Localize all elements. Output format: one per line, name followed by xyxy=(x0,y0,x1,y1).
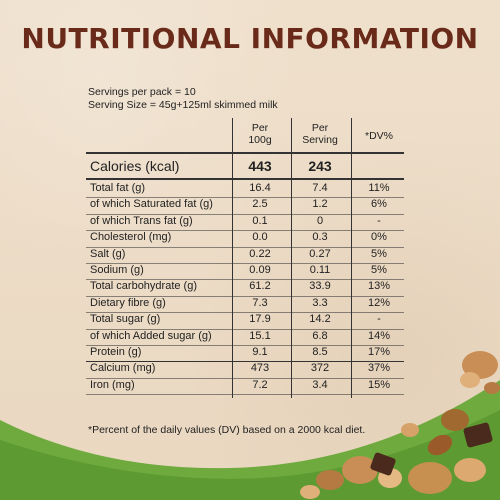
row-rule xyxy=(86,246,404,248)
row-rule xyxy=(86,394,404,396)
nutrient-label: of which Added sugar (g) xyxy=(90,329,212,342)
nutrient-dv: 0% xyxy=(371,231,387,244)
nutrient-label: Protein (g) xyxy=(90,346,142,358)
nutrient-dv: - xyxy=(377,214,381,227)
row-rule xyxy=(86,263,404,264)
nutrient-label: Dietary fibre (g) xyxy=(90,296,166,309)
nutrient-per-100g: 7.3 xyxy=(252,296,268,309)
nutrient-per-serving: 0.3 xyxy=(312,231,328,244)
nutrient-dv: 6% xyxy=(371,198,387,211)
row-rule xyxy=(86,197,404,199)
nutrient-per-serving: 0.27 xyxy=(309,247,331,260)
nutrient-dv: 13% xyxy=(367,280,391,293)
table-row: Salt (g) 0.22 0.27 5% xyxy=(86,248,404,264)
nutrient-per-100g: 61.2 xyxy=(249,280,271,293)
calories-per-100g: 443 xyxy=(248,158,272,174)
nutrient-per-serving: 33.9 xyxy=(309,280,331,293)
column-header-per-serving: Per Serving xyxy=(302,122,338,146)
nutrient-per-serving: 6.8 xyxy=(312,329,328,342)
nutrient-per-100g: 0.1 xyxy=(252,214,268,227)
nutrient-per-serving: 7.4 xyxy=(312,182,328,194)
nutrient-per-serving: 8.5 xyxy=(312,346,328,358)
nutrient-per-serving: 0.11 xyxy=(309,264,331,276)
nutrient-per-100g: 7.2 xyxy=(252,378,268,391)
row-rule xyxy=(86,345,404,346)
nutrient-label: Total sugar (g) xyxy=(90,313,161,326)
nutrient-per-serving: 3.3 xyxy=(312,296,328,309)
table-row: Dietary fibre (g) 7.3 3.3 12% xyxy=(86,297,404,313)
nutrient-label: of which Trans fat (g) xyxy=(90,214,193,227)
nutrient-label: Salt (g) xyxy=(90,247,126,260)
calories-row: Calories (kcal) 443 243 xyxy=(86,158,404,178)
column-header-per-100g: Per 100g xyxy=(248,122,272,146)
nutrient-dv: 5% xyxy=(371,264,387,276)
column-header-dv: *DV% xyxy=(364,130,393,142)
calories-per-serving: 243 xyxy=(308,158,332,174)
footnote: *Percent of the daily values (DV) based … xyxy=(88,424,366,436)
nutrient-label: Total fat (g) xyxy=(90,182,146,194)
row-rule xyxy=(86,295,404,297)
nutrient-per-100g: 15.1 xyxy=(249,329,271,342)
table-row: Iron (mg) 7.2 3.4 15% xyxy=(86,379,404,395)
nutrient-label: Iron (mg) xyxy=(90,378,135,391)
nutrient-dv: 15% xyxy=(367,378,391,391)
column-divider-1 xyxy=(232,118,233,398)
calories-label: Calories (kcal) xyxy=(90,158,180,174)
servings-per-pack: Servings per pack = 10 xyxy=(88,86,196,98)
row-rule xyxy=(86,377,404,379)
nutrient-label: of which Saturated fat (g) xyxy=(90,198,213,211)
nutrient-per-serving: 0 xyxy=(316,214,324,227)
nutrient-per-100g: 9.1 xyxy=(252,346,268,358)
nutrient-per-100g: 0.0 xyxy=(252,231,268,244)
serving-info: Servings per pack = 10 Serving Size = 45… xyxy=(88,86,278,112)
nutrient-per-100g: 473 xyxy=(250,362,270,375)
nutrient-per-serving: 1.2 xyxy=(312,198,328,211)
table-row: Total carbohydrate (g) 61.2 33.9 13% xyxy=(86,280,404,296)
table-top-rule xyxy=(86,152,404,154)
table-row: Sodium (g) 0.09 0.11 5% xyxy=(86,264,404,280)
nutrient-dv: 17% xyxy=(367,346,391,358)
nutrient-label: Calcium (mg) xyxy=(90,362,156,375)
nutrient-per-100g: 0.09 xyxy=(249,264,271,276)
nutrient-per-serving: 372 xyxy=(310,362,330,375)
nutrient-per-100g: 0.22 xyxy=(249,247,271,260)
page-title: NUTRITIONAL INFORMATION xyxy=(21,22,479,55)
nutrient-dv: 5% xyxy=(371,247,387,260)
nutrient-per-100g: 2.5 xyxy=(252,198,268,211)
nutrient-per-100g: 16.4 xyxy=(249,182,271,194)
nutrient-dv: 37% xyxy=(367,362,391,375)
serving-size: Serving Size = 45g+125ml skimmed milk xyxy=(88,99,278,111)
nutrient-dv: 11% xyxy=(368,182,390,194)
nutrient-per-serving: 14.2 xyxy=(309,313,331,326)
nutrient-label: Sodium (g) xyxy=(90,264,144,276)
table-row: of which Saturated fat (g) 2.5 1.2 6% xyxy=(86,198,404,214)
nutrient-label: Total carbohydrate (g) xyxy=(90,280,197,293)
table-row: Protein (g) 9.1 8.5 17% xyxy=(86,346,404,362)
column-divider-2 xyxy=(291,118,292,398)
table-row: Calcium (mg) 473 372 37% xyxy=(86,362,404,378)
calories-rule xyxy=(86,178,404,180)
row-rule xyxy=(86,361,404,363)
row-rule xyxy=(86,230,404,232)
nutrient-label: Cholesterol (mg) xyxy=(90,231,172,244)
row-rule xyxy=(86,328,404,330)
table-row: Total sugar (g) 17.9 14.2 - xyxy=(86,313,404,329)
row-rule xyxy=(86,213,404,215)
row-rule xyxy=(86,279,404,281)
nutrient-dv: 14% xyxy=(367,329,391,342)
table-row: of which Added sugar (g) 15.1 6.8 14% xyxy=(86,330,404,346)
nutrient-per-serving: 3.4 xyxy=(312,378,328,391)
column-divider-3 xyxy=(351,118,352,398)
row-rule xyxy=(86,312,404,314)
nutrient-dv: - xyxy=(377,313,381,326)
nutrient-dv: 12% xyxy=(367,296,391,309)
nutrient-per-100g: 17.9 xyxy=(249,313,271,326)
table-row: Cholesterol (mg) 0.0 0.3 0% xyxy=(86,231,404,247)
table-row: Total fat (g) 16.4 7.4 11% xyxy=(86,182,404,198)
table-row: of which Trans fat (g) 0.1 0 - xyxy=(86,215,404,231)
